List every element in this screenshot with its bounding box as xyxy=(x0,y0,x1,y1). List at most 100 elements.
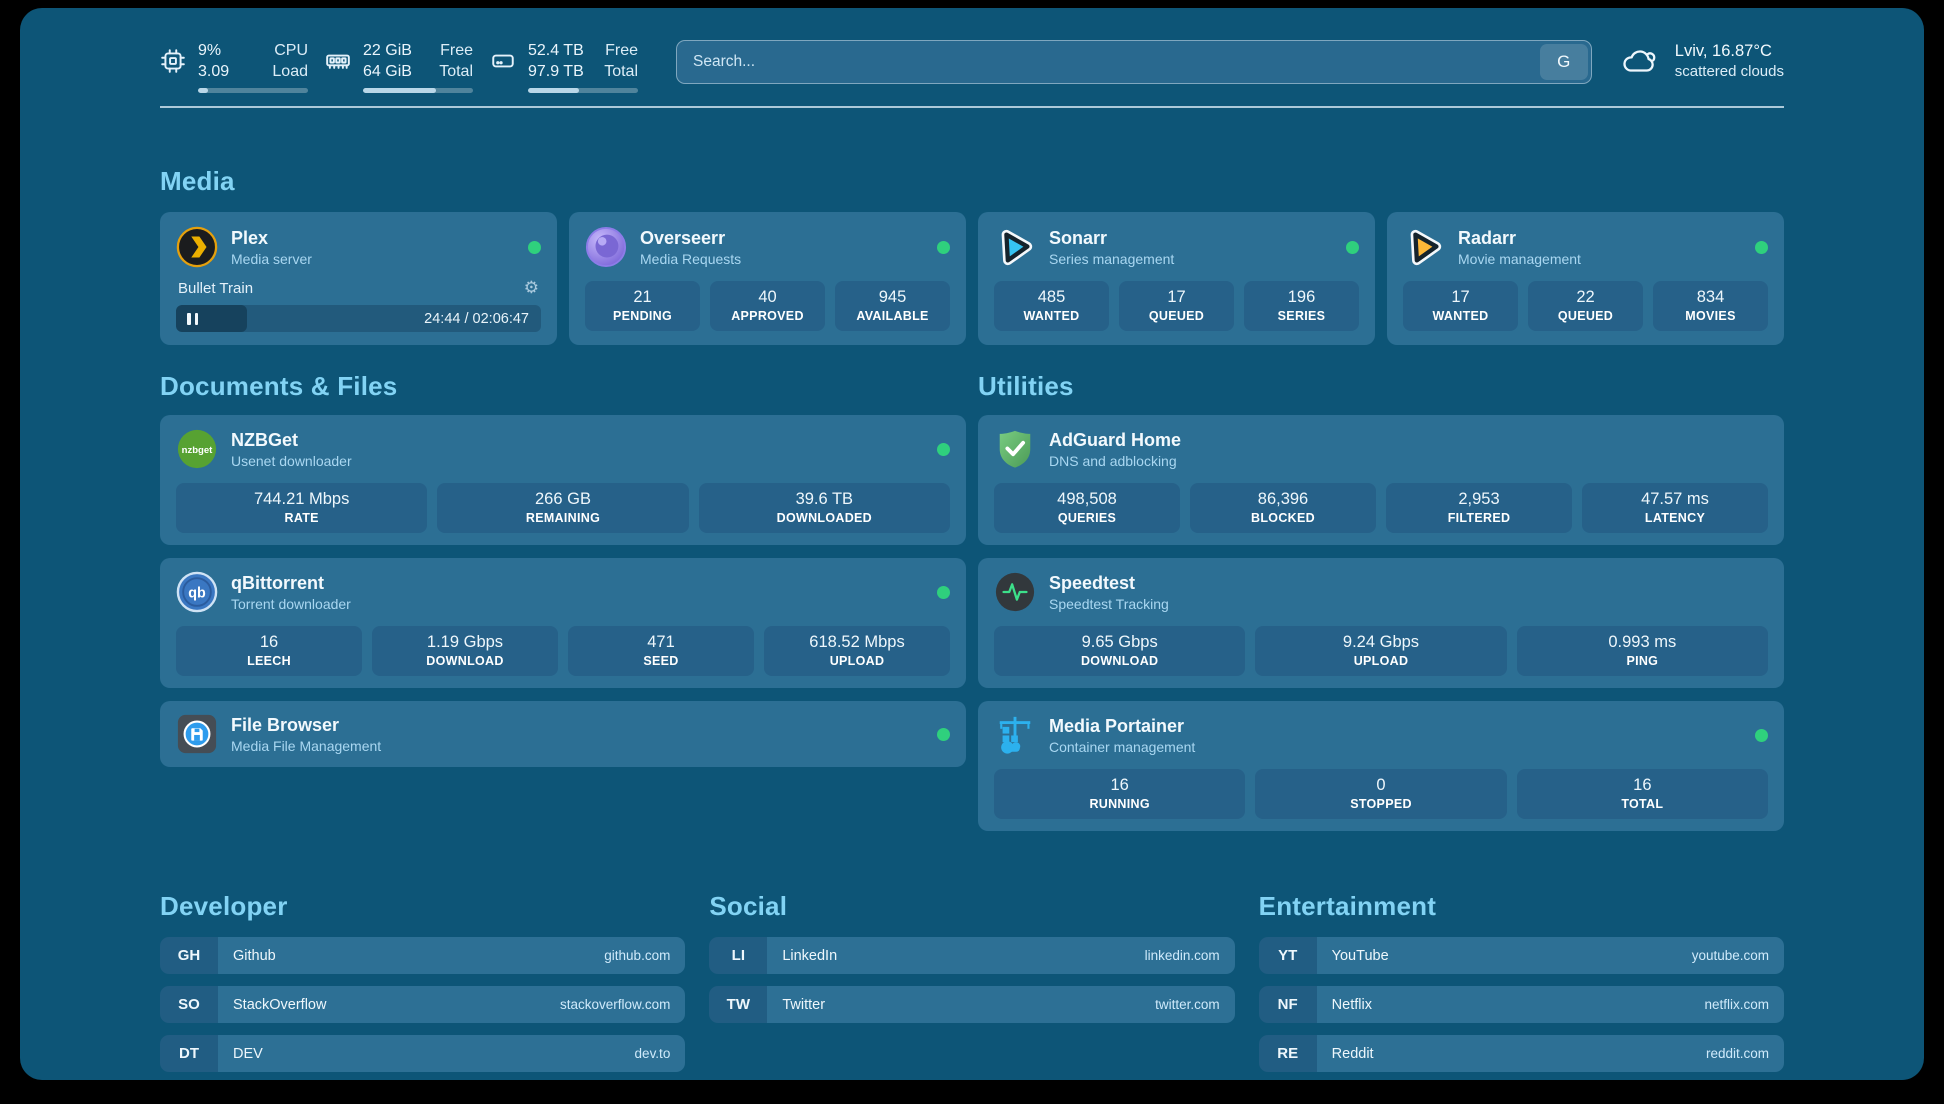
filebrowser-icon xyxy=(176,713,218,755)
link-abbr: GH xyxy=(160,937,218,974)
link-github[interactable]: GH Github github.com xyxy=(160,937,686,974)
app-card-filebrowser[interactable]: File Browser Media File Management xyxy=(160,701,966,767)
disk-free: 52.4 TB xyxy=(528,42,584,59)
app-title: Speedtest xyxy=(1049,572,1136,593)
link-youtube[interactable]: YT YouTube youtube.com xyxy=(1258,937,1784,974)
stat-download: 9.65 Gbps DOWNLOAD xyxy=(994,626,1246,676)
status-dot xyxy=(937,442,950,456)
app-subtitle: Media File Management xyxy=(231,737,382,754)
link-name: Reddit xyxy=(1331,1045,1374,1062)
link-netflix[interactable]: NF Netflix netflix.com xyxy=(1258,986,1784,1023)
stat-series: 196 SERIES xyxy=(1244,281,1359,331)
svg-text:qb: qb xyxy=(188,585,206,601)
link-url: youtube.com xyxy=(1691,948,1769,963)
link-abbr: TW xyxy=(709,986,768,1023)
link-url: github.com xyxy=(604,948,671,963)
now-playing-title: Bullet Train xyxy=(178,279,254,297)
section-utilities: Utilities AdGuard Home DNS and xyxy=(978,369,1784,831)
app-card-radarr[interactable]: Radarr Movie management 17 WANTED 22 QUEUE… xyxy=(1387,212,1784,345)
search-input[interactable] xyxy=(677,41,1537,83)
memory-free-label: Free xyxy=(440,42,473,59)
stat-available: 945 AVAILABLE xyxy=(835,281,950,331)
stat-latency: 47.57 ms LATENCY xyxy=(1582,483,1768,533)
app-subtitle: Media server xyxy=(231,250,312,267)
app-title: Media Portainer xyxy=(1049,715,1185,736)
section-media: Media Plex Media server xyxy=(160,164,1784,345)
stat-total: 16 TOTAL xyxy=(1516,769,1768,819)
status-dot xyxy=(1755,240,1768,254)
disk-progressbar xyxy=(528,88,638,93)
weather-location: Lviv, 16.87°C xyxy=(1674,42,1772,60)
stat-downloaded: 39.6 TB DOWNLOADED xyxy=(698,483,950,533)
link-linkedin[interactable]: LI LinkedIn linkedin.com xyxy=(709,937,1235,974)
plex-now-playing: Bullet Train ⚙ 24:44 / 02:06:47 xyxy=(176,277,541,332)
settings-icon[interactable]: ⚙ xyxy=(523,278,539,297)
link-url: stackoverflow.com xyxy=(560,997,671,1012)
adguard-icon xyxy=(994,428,1036,470)
app-title: AdGuard Home xyxy=(1049,429,1182,450)
app-card-overseerr[interactable]: Overseerr Media Requests 21 PENDING 40 APP… xyxy=(569,212,966,345)
app-subtitle: Usenet downloader xyxy=(231,452,352,469)
link-name: Twitter xyxy=(782,996,826,1013)
search-engine-button[interactable]: G xyxy=(1539,44,1588,80)
app-card-qbittorrent[interactable]: qb qBittorrent Torrent downloader 16 LEEC… xyxy=(160,558,966,688)
portainer-icon xyxy=(994,714,1036,756)
cpu-load: 3.09 xyxy=(198,63,230,80)
playback-progressbar[interactable]: 24:44 / 02:06:47 xyxy=(176,305,541,332)
pause-icon[interactable] xyxy=(187,312,198,325)
section-title-entertainment: Entertainment xyxy=(1258,891,1437,921)
speedtest-icon xyxy=(994,571,1036,613)
disk-icon xyxy=(490,48,516,74)
app-card-adguard[interactable]: AdGuard Home DNS and adblocking 498,508 Q… xyxy=(978,415,1784,545)
section-title-social: Social xyxy=(709,891,788,921)
stat-remaining: 266 GB REMAINING xyxy=(437,483,689,533)
section-developer: Developer GH Github github.com SO StackOv… xyxy=(160,889,686,1072)
memory-progressbar xyxy=(363,88,473,93)
stat-ping: 0.993 ms PING xyxy=(1516,626,1768,676)
status-dot xyxy=(937,240,950,254)
app-card-speedtest[interactable]: Speedtest Speedtest Tracking 9.65 Gbps DO… xyxy=(978,558,1784,688)
disk-stat: 52.4 TB 97.9 TB Free Total xyxy=(490,40,638,93)
section-documents: Documents & Files nzbget NZBGet Usenet d… xyxy=(160,369,966,831)
disk-free-label: Free xyxy=(605,42,638,59)
section-title-developer: Developer xyxy=(160,891,288,921)
section-title-utilities: Utilities xyxy=(978,371,1074,401)
status-dot xyxy=(1346,240,1359,254)
app-card-plex[interactable]: Plex Media server Bullet Train ⚙ 24:44 /… xyxy=(160,212,557,345)
app-card-nzbget[interactable]: nzbget NZBGet Usenet downloader 744.21 M… xyxy=(160,415,966,545)
link-dev[interactable]: DT DEV dev.to xyxy=(160,1035,686,1072)
stat-download: 1.19 Gbps DOWNLOAD xyxy=(372,626,558,676)
link-reddit[interactable]: RE Reddit reddit.com xyxy=(1258,1035,1784,1072)
app-card-portainer[interactable]: Media Portainer Container management 16 R… xyxy=(978,701,1784,831)
svg-text:nzbget: nzbget xyxy=(182,445,214,456)
stat-running: 16 RUNNING xyxy=(994,769,1246,819)
stat-queued: 22 QUEUED xyxy=(1528,281,1643,331)
app-title: Radarr xyxy=(1458,227,1517,248)
link-stackoverflow[interactable]: SO StackOverflow stackoverflow.com xyxy=(160,986,686,1023)
stat-pending: 21 PENDING xyxy=(585,281,700,331)
app-title: Overseerr xyxy=(640,227,726,248)
stat-leech: 16 LEECH xyxy=(176,626,362,676)
app-subtitle: Torrent downloader xyxy=(231,595,351,612)
section-title-media: Media xyxy=(160,166,235,196)
stat-queries: 498,508 QUERIES xyxy=(994,483,1180,533)
link-abbr: RE xyxy=(1258,1035,1317,1072)
status-dot xyxy=(937,727,950,741)
memory-stat: 22 GiB 64 GiB Free Total xyxy=(325,40,473,93)
app-card-sonarr[interactable]: Sonarr Series management 485 WANTED 17 QUE… xyxy=(978,212,1375,345)
link-abbr: SO xyxy=(160,986,218,1023)
status-dot xyxy=(937,585,950,599)
link-url: netflix.com xyxy=(1704,997,1769,1012)
stat-stopped: 0 STOPPED xyxy=(1255,769,1507,819)
cpu-progressbar xyxy=(198,88,308,93)
app-subtitle: Speedtest Tracking xyxy=(1049,595,1169,612)
weather-condition: scattered clouds xyxy=(1674,63,1784,80)
link-name: YouTube xyxy=(1331,947,1389,964)
disk-total: 97.9 TB xyxy=(528,63,584,80)
stat-upload: 618.52 Mbps UPLOAD xyxy=(764,626,950,676)
link-twitter[interactable]: TW Twitter twitter.com xyxy=(709,986,1235,1023)
playback-time: 24:44 / 02:06:47 xyxy=(424,310,529,327)
link-abbr: NF xyxy=(1258,986,1317,1023)
link-url: dev.to xyxy=(634,1046,671,1061)
